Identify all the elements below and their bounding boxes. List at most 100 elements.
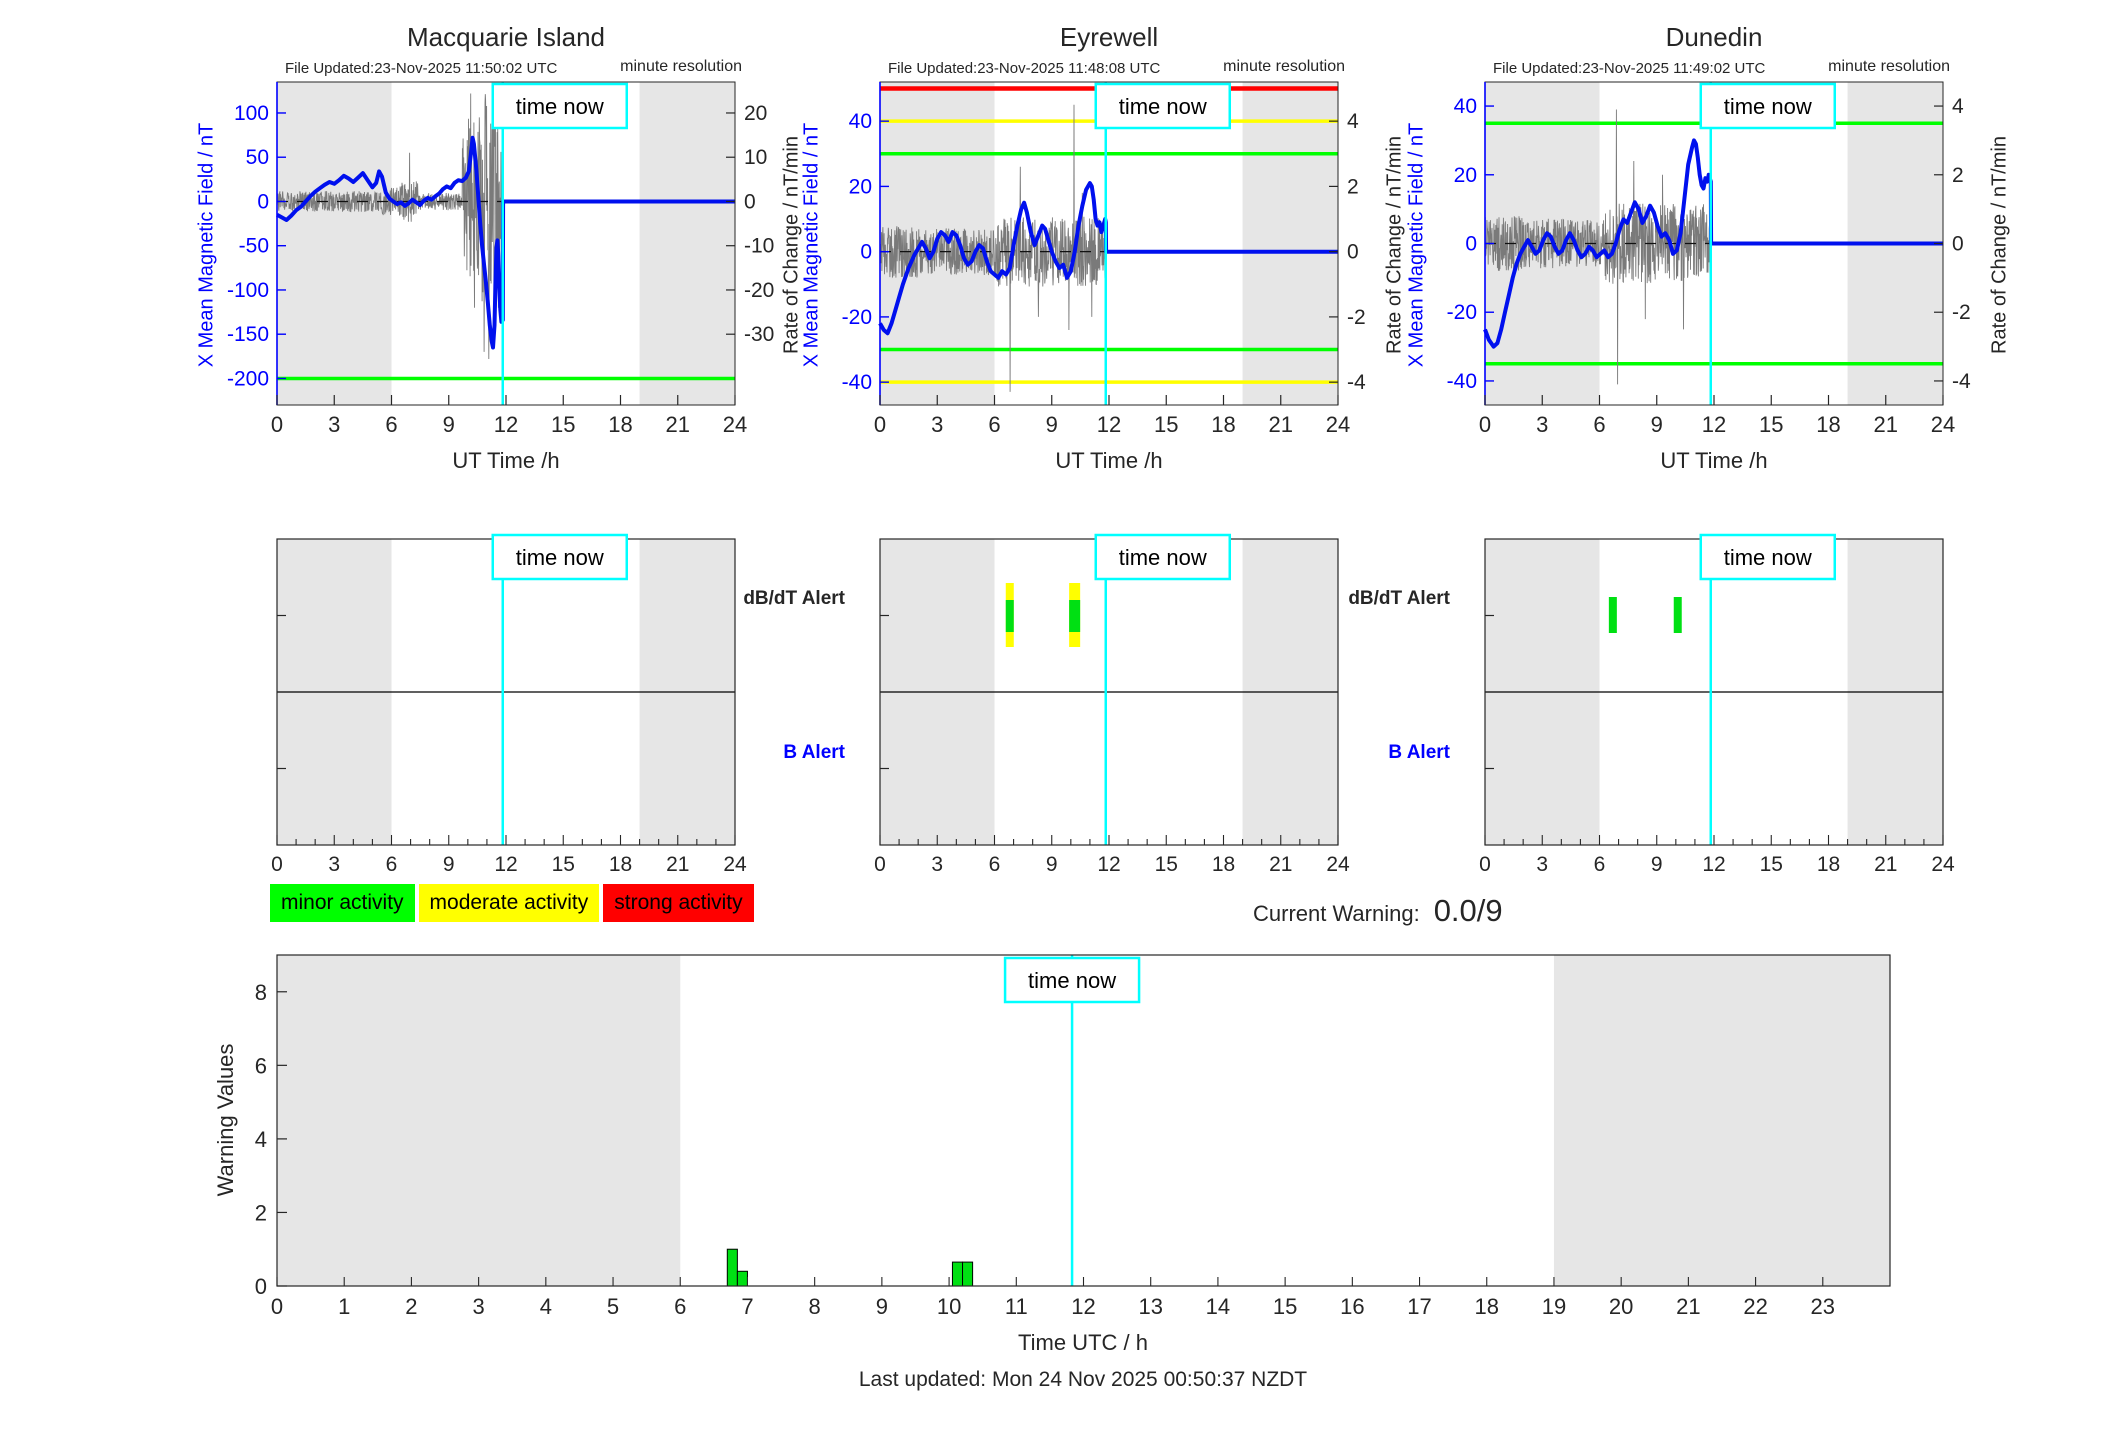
x-axis-label-macquarie: UT Time /h — [452, 448, 560, 473]
svg-text:0: 0 — [1347, 241, 1359, 264]
svg-text:13: 13 — [1138, 1294, 1162, 1319]
svg-text:4: 4 — [1347, 110, 1359, 133]
svg-text:6: 6 — [989, 853, 1001, 876]
alert-panel-eyrewell: 0 3 6 9 12 15 18 21 24 — [874, 538, 1350, 876]
current-warning-value: 0.0/9 — [1433, 893, 1503, 928]
svg-text:4: 4 — [1952, 95, 1964, 118]
warning-bar — [951, 1261, 964, 1287]
svg-text:19: 19 — [1542, 1294, 1566, 1319]
svg-text:12: 12 — [1071, 1294, 1095, 1319]
minor-alert-bar — [1608, 597, 1617, 633]
svg-text:9: 9 — [1046, 412, 1058, 437]
warning-values-axis-label: Warning Values — [213, 1043, 238, 1197]
chart-title-dunedin: Dunedin — [1665, 22, 1763, 52]
legend-moderate-activity: moderate activity — [418, 884, 600, 922]
svg-text:10: 10 — [744, 146, 767, 169]
rate-of-change-trace — [1484, 109, 1712, 385]
svg-text:6: 6 — [255, 1053, 267, 1078]
svg-text:-50: -50 — [239, 235, 269, 258]
svg-text:12: 12 — [494, 412, 518, 437]
svg-text:12: 12 — [1702, 853, 1725, 876]
x-axis-label-eyrewell: UT Time /h — [1055, 448, 1163, 473]
svg-text:18: 18 — [608, 412, 632, 437]
svg-text:12: 12 — [1097, 853, 1120, 876]
svg-text:23: 23 — [1811, 1294, 1835, 1319]
svg-text:24: 24 — [1326, 853, 1350, 876]
svg-text:5: 5 — [607, 1294, 619, 1319]
svg-text:6: 6 — [1594, 853, 1606, 876]
svg-text:-20: -20 — [1447, 301, 1477, 324]
svg-text:11: 11 — [1005, 1294, 1028, 1319]
y-axis-label-left-eyrewell: X Mean Magnetic Field / nT — [800, 122, 823, 368]
chart-title-macquarie: Macquarie Island — [407, 22, 605, 52]
svg-text:24: 24 — [1931, 412, 1955, 437]
svg-text:-40: -40 — [1447, 370, 1477, 393]
svg-text:20: 20 — [1454, 164, 1477, 187]
mean-field-trace — [878, 181, 1338, 336]
svg-text:21: 21 — [1676, 1294, 1700, 1319]
svg-text:0: 0 — [271, 412, 283, 437]
alert-panel-macquarie-island: 0 3 6 9 12 15 18 21 24 — [271, 538, 747, 876]
svg-text:9: 9 — [1046, 853, 1058, 876]
svg-text:-2: -2 — [1952, 301, 1971, 324]
resolution-note-eyrewell: minute resolution — [1223, 58, 1345, 75]
svg-text:4: 4 — [540, 1294, 552, 1319]
svg-text:9: 9 — [1651, 853, 1663, 876]
minor-alert-bar — [1069, 600, 1081, 632]
night-shading — [277, 955, 681, 1286]
svg-text:-150: -150 — [227, 323, 269, 346]
time-now-box: time now — [1003, 956, 1141, 1004]
svg-text:2: 2 — [1347, 175, 1359, 198]
svg-text:-200: -200 — [227, 367, 269, 390]
svg-text:17: 17 — [1407, 1294, 1431, 1319]
mean-field-trace — [1483, 138, 1943, 349]
svg-text:4: 4 — [255, 1127, 267, 1152]
current-warning: Current Warning: 0.0/9 — [1253, 893, 1503, 929]
svg-text:-100: -100 — [227, 279, 269, 302]
svg-text:-10: -10 — [744, 235, 774, 258]
svg-text:time now: time now — [1119, 94, 1207, 119]
svg-text:-4: -4 — [1952, 370, 1971, 393]
current-warning-label: Current Warning: — [1253, 901, 1420, 926]
svg-text:0: 0 — [860, 241, 872, 264]
night-shading — [277, 82, 392, 405]
svg-text:3: 3 — [931, 412, 943, 437]
svg-text:24: 24 — [723, 412, 747, 437]
minor-alert-bar — [1673, 597, 1682, 633]
time-now-box: time now — [1094, 533, 1232, 581]
svg-text:time now: time now — [1724, 545, 1812, 570]
svg-text:2: 2 — [405, 1294, 417, 1319]
svg-text:6: 6 — [674, 1294, 686, 1319]
time-now-box: time now — [491, 533, 629, 581]
time-utc-axis-label: Time UTC / h — [1018, 1330, 1148, 1355]
svg-text:3: 3 — [328, 853, 340, 876]
svg-text:15: 15 — [1154, 412, 1178, 437]
svg-text:21: 21 — [1269, 853, 1292, 876]
night-shading — [639, 82, 735, 405]
night-shading — [1553, 955, 1890, 1286]
time-now-box: time now — [1699, 82, 1837, 130]
svg-text:-20: -20 — [744, 279, 774, 302]
svg-text:-2: -2 — [1347, 306, 1366, 329]
b-alert-label-eyrewell: B Alert — [783, 742, 845, 763]
svg-text:12: 12 — [1097, 412, 1121, 437]
svg-text:3: 3 — [1536, 853, 1548, 876]
svg-text:-40: -40 — [842, 371, 872, 394]
svg-text:20: 20 — [849, 175, 872, 198]
svg-text:time now: time now — [1028, 968, 1116, 993]
svg-text:10: 10 — [937, 1294, 961, 1319]
svg-text:2: 2 — [1952, 164, 1964, 187]
svg-text:9: 9 — [443, 853, 455, 876]
svg-text:0: 0 — [1479, 853, 1491, 876]
svg-text:15: 15 — [1155, 853, 1178, 876]
rate-of-change-trace — [276, 93, 504, 360]
time-now-box: time now — [1699, 533, 1837, 581]
svg-text:0: 0 — [1465, 233, 1477, 256]
svg-text:0: 0 — [744, 190, 756, 213]
file-updated-dunedin: File Updated:23-Nov-2025 11:49:02 UTC — [1493, 60, 1766, 77]
svg-text:9: 9 — [876, 1294, 888, 1319]
alert-panel-dunedin: 0 3 6 9 12 15 18 21 24 — [1479, 538, 1955, 876]
